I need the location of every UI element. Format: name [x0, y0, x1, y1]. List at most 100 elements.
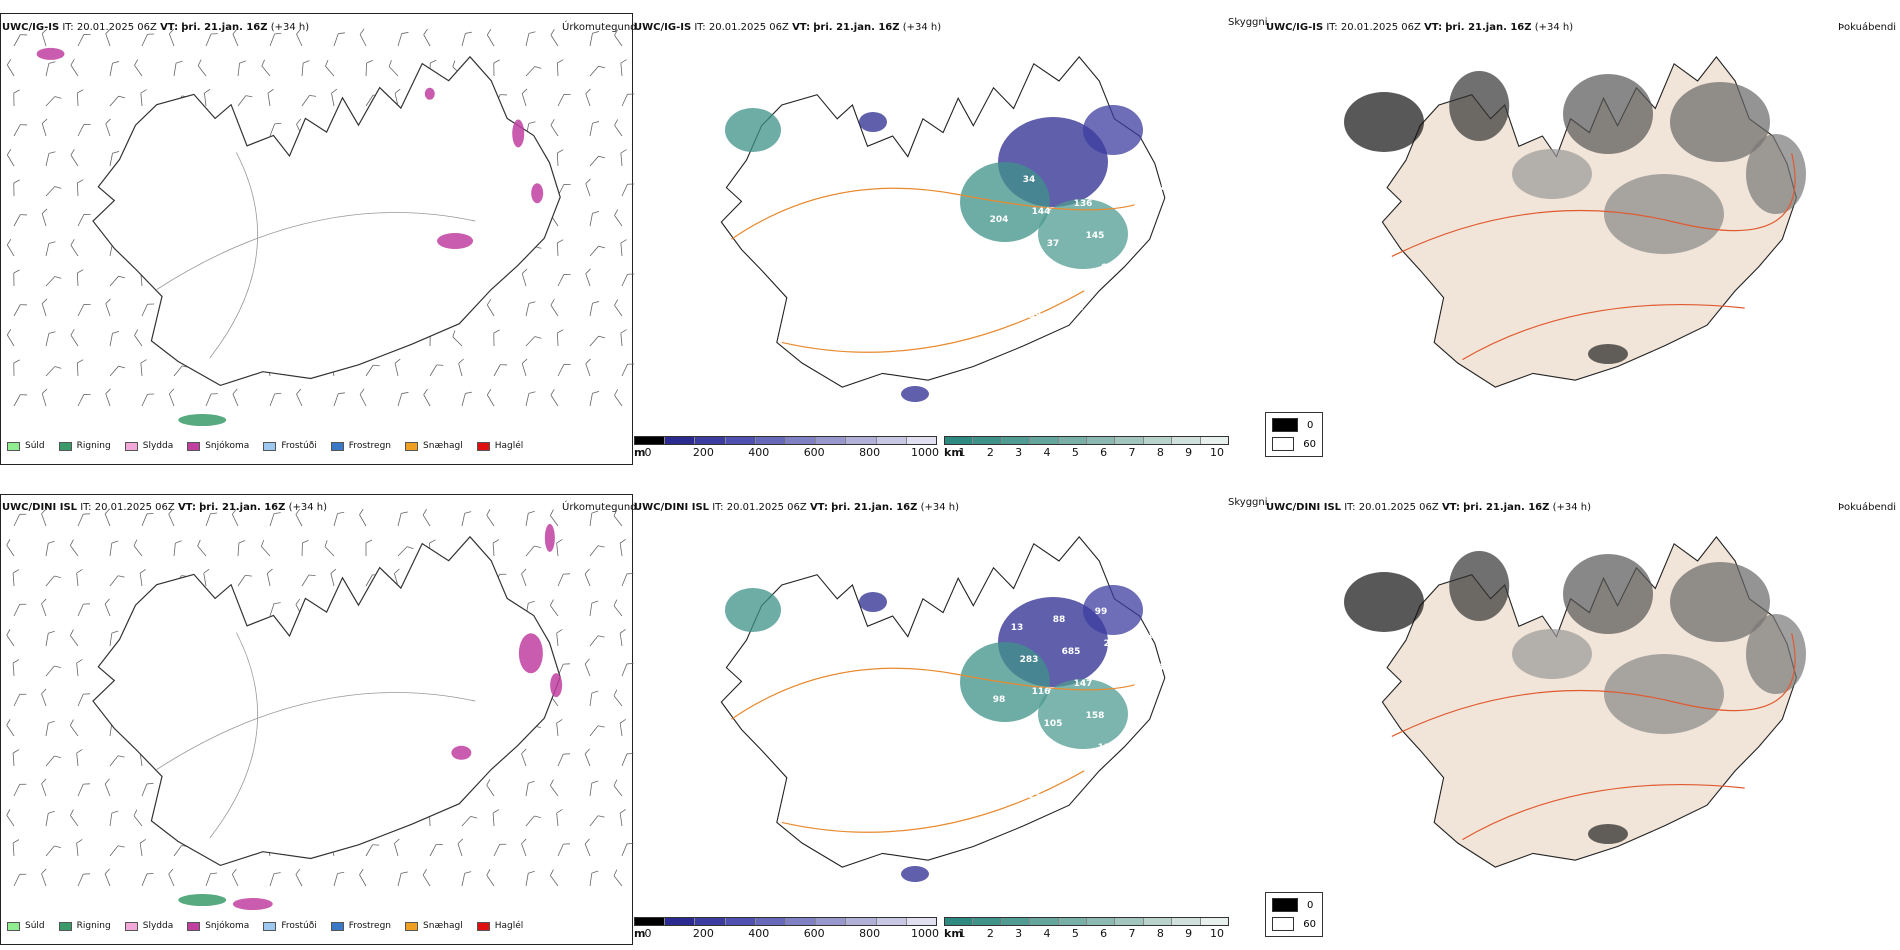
wind-barb	[423, 388, 431, 407]
fog-map-top	[1344, 56, 1806, 388]
wind-barb	[109, 151, 120, 167]
visibility-value-label: 182	[1056, 751, 1075, 761]
wind-barb	[388, 60, 399, 77]
wind-barb	[589, 510, 599, 527]
wind-barb	[45, 845, 61, 857]
wind-barb	[267, 88, 274, 107]
scale-tick-label: 9	[1185, 927, 1193, 940]
wind-barb	[266, 568, 273, 587]
wind-barb	[461, 511, 472, 527]
visibility-value-label: 19	[987, 579, 1000, 589]
precip-legend-bottom: Súld Rigning Slydda Snjókoma Frostúði Frostre…	[7, 921, 537, 931]
wind-barb	[619, 538, 626, 557]
fog-area	[1670, 82, 1770, 162]
snow-area	[531, 183, 544, 204]
wind-barb	[76, 749, 83, 767]
scale-color-box	[725, 437, 756, 444]
precip-legend-swatch	[58, 441, 72, 451]
scale-color-box	[786, 437, 817, 444]
wind-barb	[13, 269, 20, 287]
wind-barb	[77, 394, 91, 407]
wind-barb	[613, 509, 623, 527]
scale-color-box	[1143, 437, 1173, 444]
precip-panel-title-bottom: UWC/DINI ISL IT: 20.01.2025 06Z VT: þri.…	[2, 502, 328, 513]
wind-barb	[77, 783, 91, 797]
wind-barb	[77, 124, 91, 137]
wind-barb	[13, 89, 20, 107]
wind-barb	[12, 749, 20, 767]
visibility-value-label: 204	[990, 215, 1009, 225]
wind-barb	[70, 719, 79, 737]
wind-barb	[109, 755, 125, 767]
wind-barb	[6, 238, 15, 257]
wind-barb	[394, 88, 401, 107]
wind-barb	[141, 783, 154, 797]
wind-barb	[589, 155, 606, 167]
precip-type-label-bottom: Úrkomutegund	[562, 502, 637, 513]
scale-color-box	[876, 918, 907, 925]
fog-panel-title-bottom: UWC/DINI ISL IT: 20.01.2025 06Z VT: þri.…	[1266, 502, 1592, 513]
wind-barb	[584, 838, 591, 857]
wind-barb	[295, 868, 303, 887]
precip-panel-frame-bottom	[0, 494, 633, 945]
visibility-value-label: 91	[1017, 279, 1030, 289]
precip-legend-label: Snjókoma	[205, 441, 250, 451]
visibility-value-label: 37	[1047, 239, 1060, 249]
scale-color-box	[973, 918, 1002, 925]
visibility-value-label: 145	[1086, 231, 1105, 241]
scale-color-box	[945, 918, 974, 925]
wind-barb	[525, 31, 536, 47]
wind-barb	[296, 388, 303, 407]
wind-barb	[141, 513, 154, 527]
wind-barb	[45, 810, 55, 827]
wind-barb	[45, 276, 62, 287]
visibility-value-label: 103	[1116, 671, 1135, 681]
wind-barb	[330, 568, 337, 587]
visibility-value-label: 153	[1110, 775, 1129, 785]
wind-barb	[397, 871, 408, 887]
wind-barb	[77, 603, 91, 617]
precip-panel-frame-top	[0, 13, 633, 465]
wind-barb	[422, 869, 431, 887]
wind-barb	[140, 359, 147, 377]
visibility-area	[1083, 585, 1143, 635]
wind-barb	[204, 89, 211, 107]
wind-barb	[70, 809, 79, 827]
visibility-value-label: 144	[1032, 207, 1051, 217]
scale-color-box	[945, 437, 974, 444]
wind-barb	[493, 843, 507, 857]
wind-barb	[237, 540, 246, 557]
wind-barb	[521, 358, 528, 377]
scale-color-box	[1200, 918, 1229, 925]
wind-barb	[13, 603, 27, 617]
scale-tick-label: 0	[644, 927, 652, 940]
wind-barb	[556, 539, 563, 557]
snow-area	[550, 673, 563, 698]
fog-area	[1604, 654, 1724, 734]
wind-barb	[6, 539, 15, 557]
fog-panel-title-top: UWC/IG-IS IT: 20.01.2025 06Z VT: þri. 21…	[1266, 22, 1574, 33]
wind-barb	[45, 151, 56, 167]
fog-legend-row: 0	[1272, 418, 1316, 432]
scale-tick-label: 1000	[911, 927, 939, 940]
precip-legend-swatch	[7, 441, 20, 451]
scale-tick-label: 4	[1043, 446, 1051, 459]
visibility-value-label: 311	[1158, 663, 1177, 673]
wind-barb	[333, 32, 345, 47]
scale-tick-label: 5	[1071, 927, 1079, 940]
wind-barb	[237, 574, 252, 587]
wind-barb	[359, 868, 367, 887]
wind-barb	[621, 183, 635, 197]
wind-barb	[557, 843, 571, 857]
wind-barb	[557, 364, 571, 377]
wind-barb	[109, 365, 126, 377]
wind-barb	[109, 331, 120, 347]
wind-barb	[70, 59, 79, 77]
scale-tick-label: 3	[1015, 446, 1023, 459]
wind-barb	[76, 359, 84, 377]
snow-area	[232, 898, 273, 911]
wind-barb	[134, 59, 143, 77]
wind-barb	[589, 815, 605, 827]
scale-color-box	[1030, 918, 1059, 925]
fog-area	[1604, 174, 1724, 254]
